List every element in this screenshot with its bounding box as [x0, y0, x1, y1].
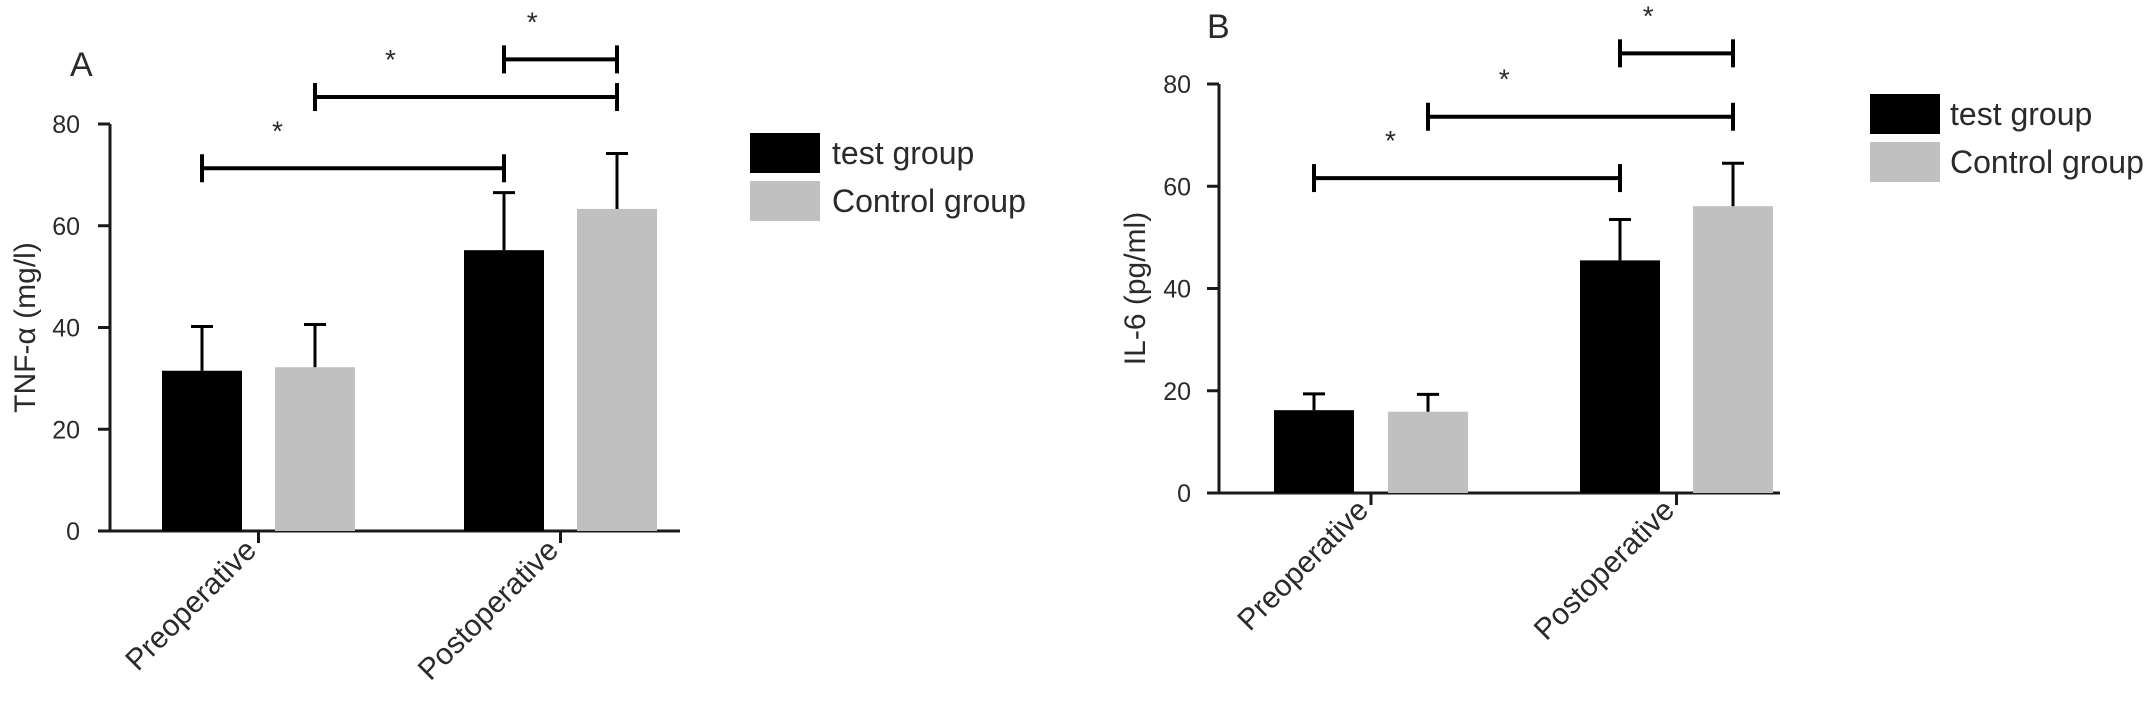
x-tick-label: Preoperative — [1231, 494, 1375, 638]
y-tick-label: 80 — [52, 111, 80, 139]
y-tick-label: 40 — [52, 315, 80, 343]
y-tick-label: 0 — [66, 518, 80, 546]
y-tick-label: 20 — [52, 416, 80, 444]
y-tick-label: 60 — [1163, 173, 1191, 201]
legend-swatch — [1870, 94, 1940, 134]
significance-label: * — [527, 6, 538, 37]
x-tick-label: Preoperative — [119, 534, 263, 678]
significance-label: * — [385, 44, 396, 75]
bar — [1388, 411, 1468, 493]
bar — [162, 370, 242, 531]
x-tick-label: Postoperative — [412, 534, 565, 687]
bar — [275, 367, 355, 531]
bar — [1274, 410, 1354, 493]
bar — [577, 208, 657, 531]
legend-label: Control group — [1950, 144, 2144, 180]
chart-panel-a: A 0 20 40 60 80 TNF-α (mg/l) Preoperative Postop… — [9, 6, 1026, 686]
legend-swatch — [750, 133, 820, 173]
significance-label: * — [1643, 0, 1654, 31]
y-tick-label: 20 — [1163, 378, 1191, 406]
bar — [1693, 206, 1773, 493]
y-tick-label: 0 — [1177, 480, 1191, 508]
significance-label: * — [272, 115, 283, 146]
bar — [464, 250, 544, 532]
y-axis-label: TNF-α (mg/l) — [9, 242, 42, 413]
legend-swatch — [750, 181, 820, 221]
panel-letter: A — [70, 46, 93, 84]
y-axis-label: IL-6 (pg/ml) — [1119, 212, 1152, 365]
significance-label: * — [1385, 125, 1396, 156]
significance-label: * — [1499, 64, 1510, 95]
bar — [1580, 260, 1660, 493]
legend-label: test group — [832, 135, 974, 171]
y-tick-label: 40 — [1163, 276, 1191, 304]
legend-label: test group — [1950, 96, 2092, 132]
legend-label: Control group — [832, 183, 1026, 219]
panel-letter: B — [1207, 8, 1230, 46]
y-tick-label: 80 — [1163, 71, 1191, 99]
x-tick-label: Postoperative — [1528, 494, 1681, 647]
legend-swatch — [1870, 142, 1940, 182]
chart-panel-b: B 0 20 40 60 80 IL-6 (pg/ml) Preoperative Postop… — [1119, 0, 2144, 646]
y-tick-label: 60 — [52, 213, 80, 241]
